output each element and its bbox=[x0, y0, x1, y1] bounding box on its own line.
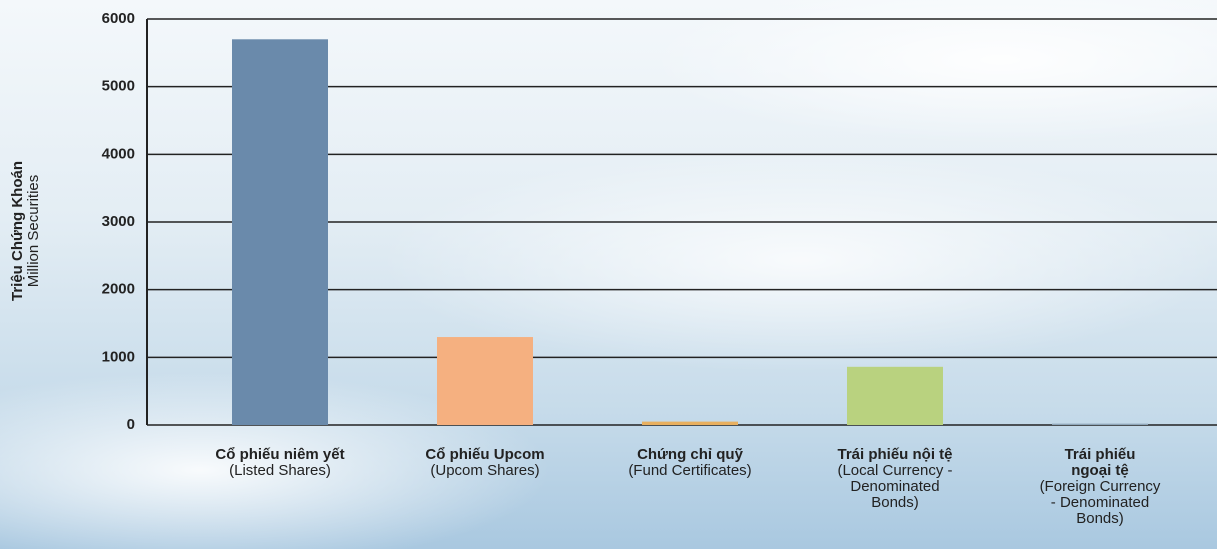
category-subtitle: (Upcom Shares) bbox=[430, 462, 540, 479]
x-tick-label: Trái phiếu nội tệ (Local Currency - Denom… bbox=[830, 447, 960, 511]
y-tick-label: 5000 bbox=[102, 78, 135, 95]
category-name: Cổ phiếu niêm yết bbox=[215, 446, 345, 463]
y-tick-label: 4000 bbox=[102, 145, 135, 162]
bar bbox=[847, 366, 943, 425]
category-name: Trái phiếu nội tệ bbox=[837, 446, 953, 463]
bar bbox=[437, 337, 533, 425]
x-tick-label: Cổ phiếu niêm yết (Listed Shares) bbox=[200, 447, 360, 479]
category-name: Cổ phiếu Upcom bbox=[425, 446, 545, 463]
x-tick-label: Cổ phiếu Upcom (Upcom Shares) bbox=[405, 447, 565, 479]
bar bbox=[1052, 423, 1148, 425]
y-label: Triệu Chứng Khoán bbox=[9, 160, 26, 302]
y-tick-label: 6000 bbox=[102, 10, 135, 27]
y-tick-label: 2000 bbox=[102, 281, 135, 298]
bar bbox=[232, 39, 328, 426]
y-tick-label: 1000 bbox=[102, 348, 135, 365]
category-name: Chứng chỉ quỹ bbox=[637, 446, 743, 463]
bar bbox=[642, 421, 738, 425]
x-tick-label: Trái phiếu ngoại tệ (Foreign Currency - D… bbox=[1040, 446, 1161, 527]
category-subtitle: (Foreign Currency - Denominated Bonds) bbox=[1039, 478, 1161, 527]
category-subtitle: (Fund Certificates) bbox=[628, 462, 752, 479]
category-name: Trái phiếu ngoại tệ bbox=[1064, 446, 1136, 479]
category-subtitle: (Listed Shares) bbox=[229, 462, 331, 479]
y-axis-label: Triệu Chứng Khoán Million Securities bbox=[9, 141, 42, 321]
x-tick-label: Chứng chỉ quỹ (Fund Certificates) bbox=[610, 447, 770, 479]
category-subtitle: (Local Currency - Denominated Bonds) bbox=[837, 462, 953, 511]
y-tick-label: 3000 bbox=[102, 213, 135, 230]
y-tick-label: 0 bbox=[127, 416, 135, 433]
y-sublabel: Million Securities bbox=[25, 174, 42, 288]
